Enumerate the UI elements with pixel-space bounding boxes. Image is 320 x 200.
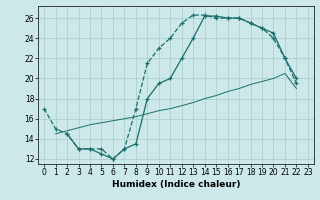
X-axis label: Humidex (Indice chaleur): Humidex (Indice chaleur): [112, 180, 240, 189]
